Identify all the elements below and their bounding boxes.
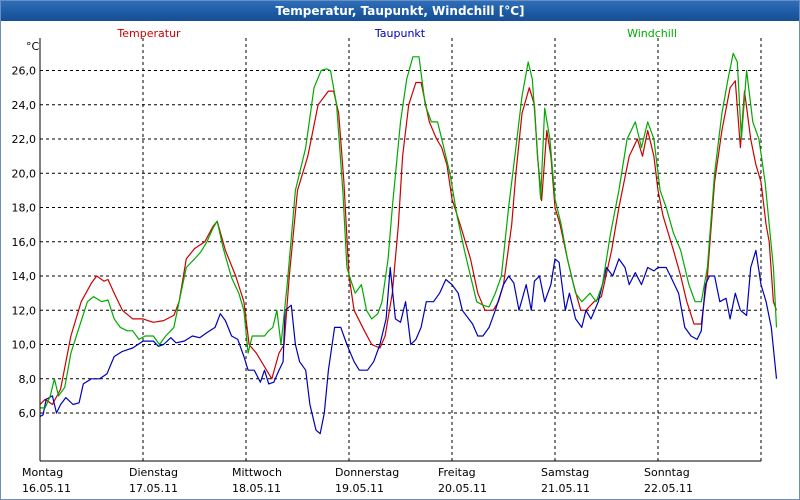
- y-tick-label: 10,0: [12, 339, 37, 352]
- x-day-label: Samstag: [541, 466, 589, 479]
- series-lines: [39, 52, 778, 435]
- x-day-label: Donnerstag: [335, 466, 399, 479]
- y-tick-label: 26,0: [12, 65, 37, 78]
- y-tick-label: 20,0: [12, 167, 37, 180]
- x-date-label: 18.05.11: [232, 482, 281, 495]
- y-tick-label: 6,0: [19, 407, 37, 420]
- legend-temperatur: Temperatur: [116, 27, 181, 40]
- x-day-label: Freitag: [438, 466, 476, 479]
- x-day-label: Mittwoch: [232, 466, 282, 479]
- y-tick-label: 16,0: [12, 236, 37, 249]
- x-day-label: Dienstag: [129, 466, 178, 479]
- legend-taupunkt: Taupunkt: [374, 27, 426, 40]
- legend: Temperatur Taupunkt Windchill: [116, 27, 677, 40]
- y-tick-label: 24,0: [12, 99, 37, 112]
- y-tick-label: 14,0: [12, 270, 37, 283]
- chart-background: [1, 21, 799, 499]
- line-chart: 6,0 8,0 10,0 12,0 14,0 16,0 18,0 20,0 22,0 24,0 26…: [1, 21, 799, 499]
- x-date-label: 21.05.11: [541, 482, 590, 495]
- y-tick-label: 22,0: [12, 133, 37, 146]
- y-tick-label: 12,0: [12, 304, 37, 317]
- series-line-windchill: [40, 52, 778, 409]
- x-day-label: Montag: [22, 466, 63, 479]
- series-line-taupunkt: [39, 249, 778, 435]
- legend-windchill: Windchill: [627, 27, 677, 40]
- y-tick-label: 18,0: [12, 202, 37, 215]
- x-date-label: 22.05.11: [644, 482, 693, 495]
- series-line-temperatur: [39, 80, 778, 406]
- x-date-label: 17.05.11: [129, 482, 178, 495]
- x-date-label: 19.05.11: [335, 482, 384, 495]
- window-title: Temperatur, Taupunkt, Windchill [°C]: [1, 1, 799, 21]
- x-date-label: 20.05.11: [438, 482, 487, 495]
- y-axis-label: °C: [26, 40, 40, 53]
- y-tick-label: 8,0: [19, 373, 37, 386]
- x-date-label: 16.05.11: [22, 482, 71, 495]
- axes: 6,0 8,0 10,0 12,0 14,0 16,0 18,0 20,0 22,0 24,0 26…: [12, 38, 761, 495]
- x-day-label: Sonntag: [644, 466, 690, 479]
